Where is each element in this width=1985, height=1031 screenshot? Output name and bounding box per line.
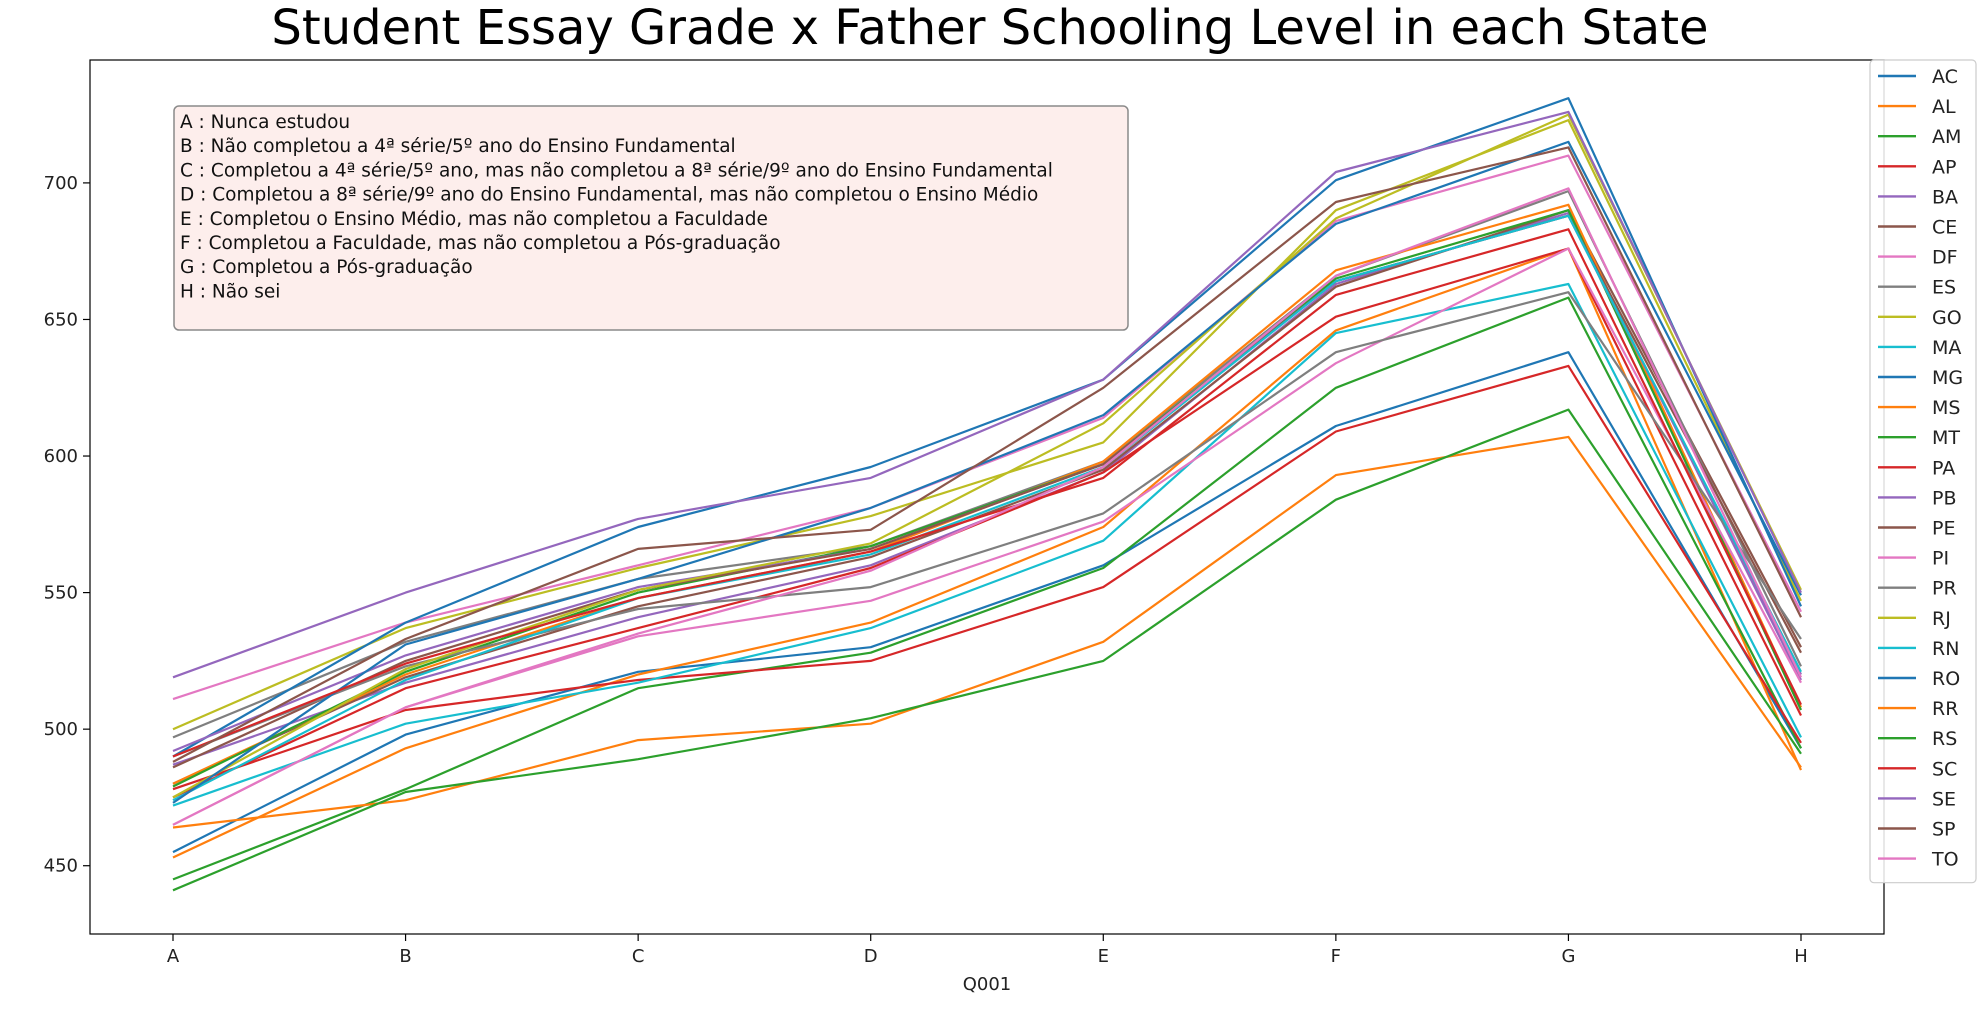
- series-line-pa: [172, 247, 1802, 799]
- legend-label: PR: [1932, 578, 1957, 600]
- x-tick-label: H: [1794, 946, 1808, 967]
- legend-label: MT: [1932, 427, 1960, 449]
- series-line-ac: [172, 351, 1802, 854]
- annotation-line: E : Completou o Ensino Médio, mas não co…: [180, 209, 768, 230]
- legend-label: RJ: [1932, 608, 1951, 630]
- legend-label: PB: [1932, 487, 1957, 509]
- series-line-ma: [172, 282, 1802, 807]
- series-lines: [172, 97, 1803, 892]
- y-tick-label: 550: [44, 583, 78, 604]
- series-line-ap: [172, 364, 1802, 791]
- y-tick-label: 500: [44, 719, 78, 740]
- series-line-mt: [172, 209, 1802, 788]
- legend-label: GO: [1932, 307, 1962, 329]
- legend-label: PI: [1932, 548, 1949, 570]
- series-line-rs: [172, 408, 1802, 892]
- chart-title: Student Essay Grade x Father Schooling L…: [271, 0, 1708, 56]
- x-axis-label: Q001: [963, 974, 1012, 995]
- series-line-rr: [172, 435, 1802, 829]
- annotation-line: G : Completou a Pós-graduação: [180, 257, 473, 278]
- annotation-line: D : Completou a 8ª série/9º ano do Ensin…: [180, 185, 1038, 206]
- series-line-rj: [172, 113, 1802, 799]
- legend-label: BA: [1932, 186, 1958, 208]
- legend: AC AL AM AP BA CE DF ES GO MA MG MS MT PA PB PE PI PR RJ RN…: [1869, 59, 1977, 884]
- y-tick-label: 650: [44, 309, 78, 330]
- legend-label: MG: [1932, 367, 1963, 389]
- legend-label: SC: [1932, 758, 1957, 780]
- x-axis-ticks: A B C D E F G H: [167, 934, 1808, 967]
- annotation-line: A : Nunca estudou: [180, 112, 350, 133]
- legend-label: PA: [1932, 457, 1955, 479]
- annotation-box: A : Nunca estudou B : Não completou a 4ª …: [173, 105, 1129, 331]
- series-line-am: [172, 296, 1802, 881]
- legend-label: AC: [1932, 66, 1958, 88]
- legend-label: RN: [1932, 638, 1959, 660]
- legend-label: DF: [1932, 247, 1958, 269]
- series-line-es: [172, 190, 1802, 739]
- y-tick-label: 600: [44, 446, 78, 467]
- legend-label: CE: [1932, 217, 1957, 239]
- series-line-mg: [172, 97, 1803, 758]
- legend-label: ES: [1932, 277, 1956, 299]
- annotation-line: B : Não completou a 4ª série/5º ano do E…: [180, 136, 736, 157]
- legend-label: RO: [1932, 668, 1960, 690]
- series-line-al: [172, 247, 1803, 859]
- series-line-se: [172, 110, 1802, 679]
- x-tick-label: G: [1561, 946, 1575, 967]
- y-tick-label: 700: [44, 173, 78, 194]
- legend-label: SE: [1932, 788, 1956, 810]
- y-axis-ticks: 450 500 550 600 650 700: [44, 173, 90, 877]
- series-line-df: [172, 154, 1802, 701]
- y-tick-label: 450: [44, 856, 78, 877]
- annotation-line: C : Completou a 4ª série/5º ano, mas não…: [180, 160, 1053, 181]
- legend-label: AL: [1932, 96, 1956, 118]
- legend-frame: [1869, 59, 1977, 884]
- x-tick-label: C: [632, 946, 645, 967]
- annotation-line: F : Completou a Faculdade, mas não compl…: [180, 233, 781, 254]
- legend-label: AP: [1932, 156, 1956, 178]
- series-line-rn: [172, 214, 1802, 802]
- legend-label: MS: [1932, 397, 1960, 419]
- x-tick-label: E: [1098, 946, 1109, 967]
- legend-label: TO: [1931, 849, 1959, 871]
- series-line-go: [172, 118, 1802, 731]
- legend-label: RS: [1932, 728, 1957, 750]
- x-tick-label: F: [1331, 946, 1341, 967]
- series-line-sc: [172, 228, 1802, 758]
- legend-label: SP: [1932, 819, 1956, 841]
- series-line-to: [172, 187, 1802, 826]
- annotation-line: H : Não sei: [180, 281, 280, 302]
- legend-label: AM: [1932, 126, 1961, 148]
- x-tick-label: D: [864, 946, 878, 967]
- legend-label: RR: [1932, 698, 1958, 720]
- legend-label: MA: [1932, 337, 1961, 359]
- annotation-background: [173, 105, 1129, 331]
- series-line-sp: [172, 146, 1802, 763]
- legend-label: PE: [1932, 518, 1955, 540]
- x-tick-label: B: [399, 946, 411, 967]
- x-tick-label: A: [167, 946, 180, 967]
